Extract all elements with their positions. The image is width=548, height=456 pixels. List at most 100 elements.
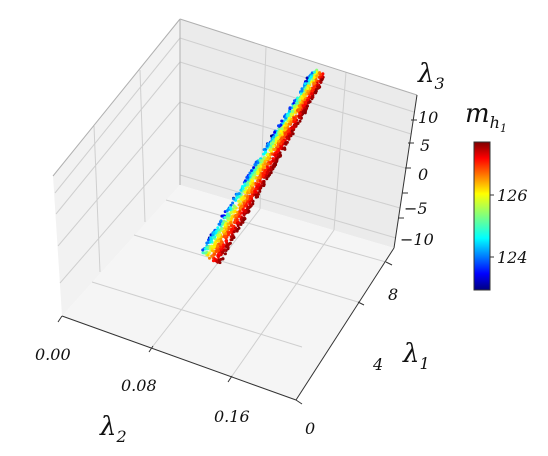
scatter-point bbox=[258, 189, 262, 193]
scatter-point bbox=[215, 249, 219, 253]
scatter-point bbox=[265, 144, 269, 148]
scatter-point bbox=[307, 81, 311, 85]
scatter-point bbox=[232, 197, 236, 201]
scatter-point bbox=[206, 245, 210, 249]
colorbar bbox=[473, 141, 491, 291]
scatter-point bbox=[253, 168, 257, 172]
scatter-point bbox=[252, 166, 256, 170]
scatter-point bbox=[309, 75, 313, 79]
scatter-point bbox=[247, 209, 251, 213]
scatter-point bbox=[248, 181, 252, 185]
scatter-point bbox=[219, 241, 223, 245]
scatter-point bbox=[274, 153, 278, 157]
scatter-point bbox=[285, 136, 289, 139]
scatter-point bbox=[273, 130, 277, 134]
scatter-point bbox=[260, 159, 264, 163]
scatter-point bbox=[263, 159, 267, 163]
x-tick-1: 0.08 bbox=[121, 376, 157, 395]
scatter-point bbox=[262, 180, 266, 184]
scatter-point bbox=[236, 227, 240, 231]
scatter-point bbox=[293, 99, 296, 103]
z-tick-3: 5 bbox=[420, 136, 430, 155]
scatter-point bbox=[262, 152, 265, 156]
colorbar-tick-124: 124 bbox=[497, 248, 528, 267]
scatter-point bbox=[250, 169, 253, 173]
scatter-point bbox=[312, 70, 316, 74]
scatter-point bbox=[239, 223, 243, 226]
scatter-point bbox=[277, 147, 281, 151]
scatter-point bbox=[271, 159, 275, 163]
scatter-point bbox=[251, 187, 255, 191]
scatter-point bbox=[229, 211, 233, 215]
scatter-point bbox=[234, 214, 237, 217]
scatter-point bbox=[229, 224, 233, 228]
scatter-point bbox=[270, 142, 274, 146]
scatter-point bbox=[281, 139, 285, 143]
scatter-point bbox=[275, 158, 279, 161]
scatter-point bbox=[312, 76, 316, 79]
scatter-point bbox=[230, 238, 234, 241]
z-tick-1: −5 bbox=[404, 199, 428, 218]
scatter-point bbox=[241, 185, 244, 188]
scatter-point bbox=[306, 84, 310, 88]
y-tick-1: 4 bbox=[372, 355, 383, 374]
scatter-point bbox=[231, 201, 235, 205]
scatter-point bbox=[316, 85, 320, 89]
scatter-point bbox=[219, 245, 223, 249]
scatter-point bbox=[286, 129, 290, 133]
axis-box-edges bbox=[52, 18, 418, 185]
scatter-point bbox=[230, 228, 234, 231]
left-pane bbox=[53, 19, 180, 316]
scatter-point bbox=[300, 87, 304, 91]
scatter-point bbox=[216, 244, 219, 248]
scatter-point bbox=[283, 126, 287, 130]
scatter-point bbox=[209, 237, 213, 241]
scatter-point bbox=[287, 122, 291, 126]
scatter-point bbox=[221, 230, 225, 234]
scatter-point bbox=[265, 171, 269, 174]
scatter-point bbox=[252, 176, 256, 180]
scatter-point bbox=[248, 186, 252, 190]
scatter-point bbox=[300, 96, 304, 100]
scatter-point bbox=[231, 234, 235, 238]
scatter-point bbox=[320, 78, 324, 82]
scatter-point bbox=[298, 112, 302, 116]
scatter-point bbox=[274, 139, 278, 143]
scatter-point bbox=[277, 139, 281, 143]
scatter-point bbox=[279, 129, 283, 133]
scatter-point bbox=[239, 188, 243, 192]
scatter-point bbox=[303, 109, 307, 113]
scatter-point bbox=[255, 185, 259, 189]
scatter-point bbox=[243, 209, 247, 213]
scatter-point bbox=[258, 174, 262, 177]
scatter-point bbox=[244, 186, 248, 190]
scatter-point bbox=[272, 135, 276, 139]
scatter-point bbox=[243, 182, 247, 186]
colorbar-tick-126: 126 bbox=[497, 186, 528, 205]
scatter-point bbox=[306, 87, 310, 90]
scatter-point bbox=[277, 127, 281, 131]
scatter-point bbox=[246, 175, 250, 179]
scatter-point bbox=[256, 161, 260, 165]
scatter-point bbox=[297, 108, 301, 112]
scatter-point bbox=[264, 147, 268, 151]
scatter-point bbox=[312, 81, 316, 85]
scatter-point bbox=[248, 171, 252, 175]
scatter-point bbox=[246, 195, 250, 199]
scatter-point bbox=[258, 167, 262, 171]
scatter-point bbox=[314, 77, 318, 81]
scatter-point bbox=[217, 234, 220, 237]
scatter-point bbox=[310, 92, 314, 96]
scatter-point bbox=[253, 173, 257, 177]
scatter-point bbox=[240, 204, 244, 208]
scatter-point bbox=[253, 163, 257, 167]
scatter-point bbox=[293, 123, 297, 127]
scatter-point bbox=[256, 172, 260, 176]
x-axis-label: λ2 bbox=[99, 412, 127, 446]
scatter-point bbox=[283, 132, 287, 135]
scatter-point bbox=[273, 148, 277, 152]
scatter-point bbox=[233, 210, 237, 214]
scatter-point bbox=[248, 200, 252, 204]
scatter-point bbox=[255, 194, 259, 198]
scatter-point bbox=[293, 117, 297, 121]
